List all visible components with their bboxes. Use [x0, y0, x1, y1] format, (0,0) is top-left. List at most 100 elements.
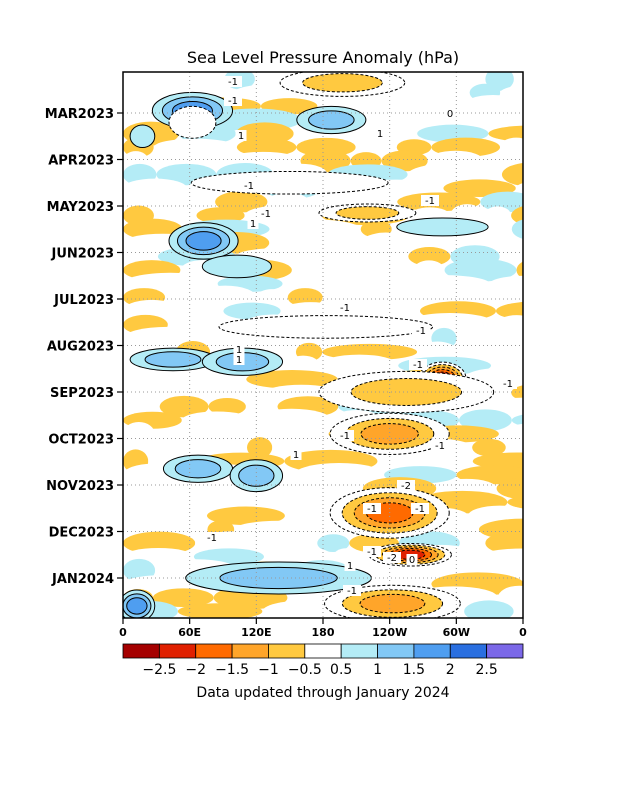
- anomaly-feature: [129, 124, 156, 149]
- contour-label-bg: [336, 430, 354, 441]
- contour-label-bg: [444, 108, 456, 119]
- contour-label-bg: [235, 130, 247, 141]
- contour-label: 1: [293, 450, 299, 461]
- chart-title: Sea Level Pressure Anomaly (hPa): [187, 48, 459, 67]
- anomaly-feature: [168, 105, 217, 139]
- anomaly-background-cell: [159, 395, 209, 418]
- anomaly-background-cell: [505, 437, 523, 458]
- x-tick-label: 120E: [241, 626, 271, 639]
- contour-label-bg: [411, 503, 429, 514]
- contour-label-bg: [343, 585, 361, 596]
- colorbar-tick-label: −2.5: [142, 662, 176, 678]
- anomaly-background-cell: [152, 588, 214, 608]
- contour-label: -2: [401, 481, 411, 492]
- anomaly-background-cell: [464, 600, 514, 618]
- anomaly-feature: [218, 315, 434, 339]
- anomaly-background-cell: [511, 414, 523, 426]
- contour-label: -1: [367, 547, 377, 558]
- anomaly-background-cell: [516, 261, 523, 279]
- anomaly-feature: [302, 73, 383, 93]
- contour-label: -1: [413, 360, 423, 371]
- anomaly-background-cell: [284, 505, 331, 526]
- x-axis: 0 60E 120E 180 120W 60W 0: [119, 618, 527, 639]
- anomaly-background-cell: [256, 289, 288, 306]
- y-tick-label: JUN2023: [51, 247, 114, 262]
- anomaly-background-cell: [165, 287, 195, 308]
- anomaly-background-cell: [459, 409, 512, 432]
- colorbar-swatch: [304, 643, 342, 659]
- anomaly-feature: [335, 206, 400, 220]
- anomaly-background-cell: [320, 354, 399, 377]
- anomaly-background-cell: [496, 477, 523, 500]
- anomaly-background-cell: [457, 342, 492, 362]
- anomaly-background-cell: [501, 163, 523, 187]
- anomaly-feature: [174, 459, 222, 479]
- anomaly-background-cell: [196, 207, 245, 224]
- y-tick-label: JAN2024: [51, 572, 114, 587]
- x-tick-label: 180: [312, 626, 335, 639]
- anomaly-background-cell: [405, 109, 446, 131]
- y-axis: MAR2023 APR2023 MAY2023 JUN2023 JUL2023 AUG20…: [45, 107, 123, 587]
- anomaly-background-cell: [287, 288, 323, 307]
- anomaly-background-cell: [520, 239, 523, 246]
- anomaly-background-cell: [246, 370, 338, 389]
- anomaly-feature: [190, 170, 389, 195]
- anomaly-feature: [201, 254, 272, 279]
- colorbar-swatch: [122, 643, 160, 659]
- anomaly-background-cell: [236, 138, 297, 157]
- anomaly-background-cell: [317, 534, 350, 552]
- contour-label-bg: [363, 546, 381, 557]
- anomaly-background-cell: [521, 115, 523, 125]
- anomaly-background-cell: [413, 260, 445, 280]
- colorbar-tick-label: 2.5: [476, 662, 498, 678]
- anomaly-background-cell: [340, 302, 421, 320]
- y-tick-label: MAR2023: [45, 107, 114, 122]
- anomaly-background-cell: [480, 191, 523, 213]
- grid-lines: [123, 72, 523, 618]
- anomaly-background-cell: [388, 261, 414, 279]
- colorbar-tick-label: −1.5: [215, 662, 249, 678]
- contour-label-bg: [203, 532, 221, 543]
- contour-label-bg: [247, 218, 259, 229]
- anomaly-background-cell: [215, 191, 268, 213]
- colorbar-tick-label: 2: [446, 662, 455, 678]
- anomaly-background-cell: [513, 602, 523, 618]
- anomaly-background-cell: [408, 247, 451, 266]
- anomaly-background-cell: [247, 437, 273, 459]
- colorbar-tick-labels: −2.5 −2 −1.5 −1 −0.5 0.5 1 1.5 2 2.5: [142, 662, 497, 678]
- colorbar-swatch: [413, 643, 451, 659]
- contour-label-bg: [374, 128, 386, 139]
- contour-label-bg: [336, 302, 354, 313]
- colorbar-swatch: [486, 643, 524, 659]
- colorbar-tick-label: 0.5: [330, 662, 352, 678]
- anomaly-background-cell: [444, 258, 517, 282]
- anomaly-background-cell: [466, 286, 523, 309]
- anomaly-background-cell: [208, 397, 246, 416]
- contour-label-bg: [406, 554, 418, 565]
- contour-label: -1: [367, 504, 377, 515]
- colorbar-swatch: [158, 643, 197, 659]
- anomaly-background-cell: [269, 219, 361, 239]
- x-tick-label: 0: [519, 626, 527, 639]
- contour-label: 1: [347, 561, 353, 572]
- anomaly-background-cell: [472, 438, 506, 457]
- y-tick-label: OCT2023: [48, 433, 114, 448]
- anomaly-background-cell: [234, 520, 327, 539]
- colorbar-swatch: [449, 643, 488, 659]
- x-tick-label: 60E: [178, 626, 201, 639]
- y-tick-label: AUG2023: [47, 340, 114, 355]
- anomaly-background-cell: [515, 183, 523, 194]
- colorbar-tick-label: −0.5: [288, 662, 322, 678]
- contour-label: 1: [236, 345, 242, 356]
- contour-labels: -1-11 10-1-1-11-1-111 -1-1-1-11-2-1 -1-1-2-…: [203, 76, 517, 597]
- anomaly-feature: [238, 464, 275, 487]
- anomaly-background-cell: [282, 275, 330, 293]
- anomaly-background-cell: [483, 151, 523, 171]
- contour-label-bg: [412, 325, 430, 336]
- anomaly-features: [123, 72, 495, 618]
- anomaly-background-cell: [187, 381, 265, 404]
- y-tick-label: NOV2023: [46, 479, 114, 494]
- contour-label-bg: [290, 449, 302, 460]
- contour-label: -1: [415, 504, 425, 515]
